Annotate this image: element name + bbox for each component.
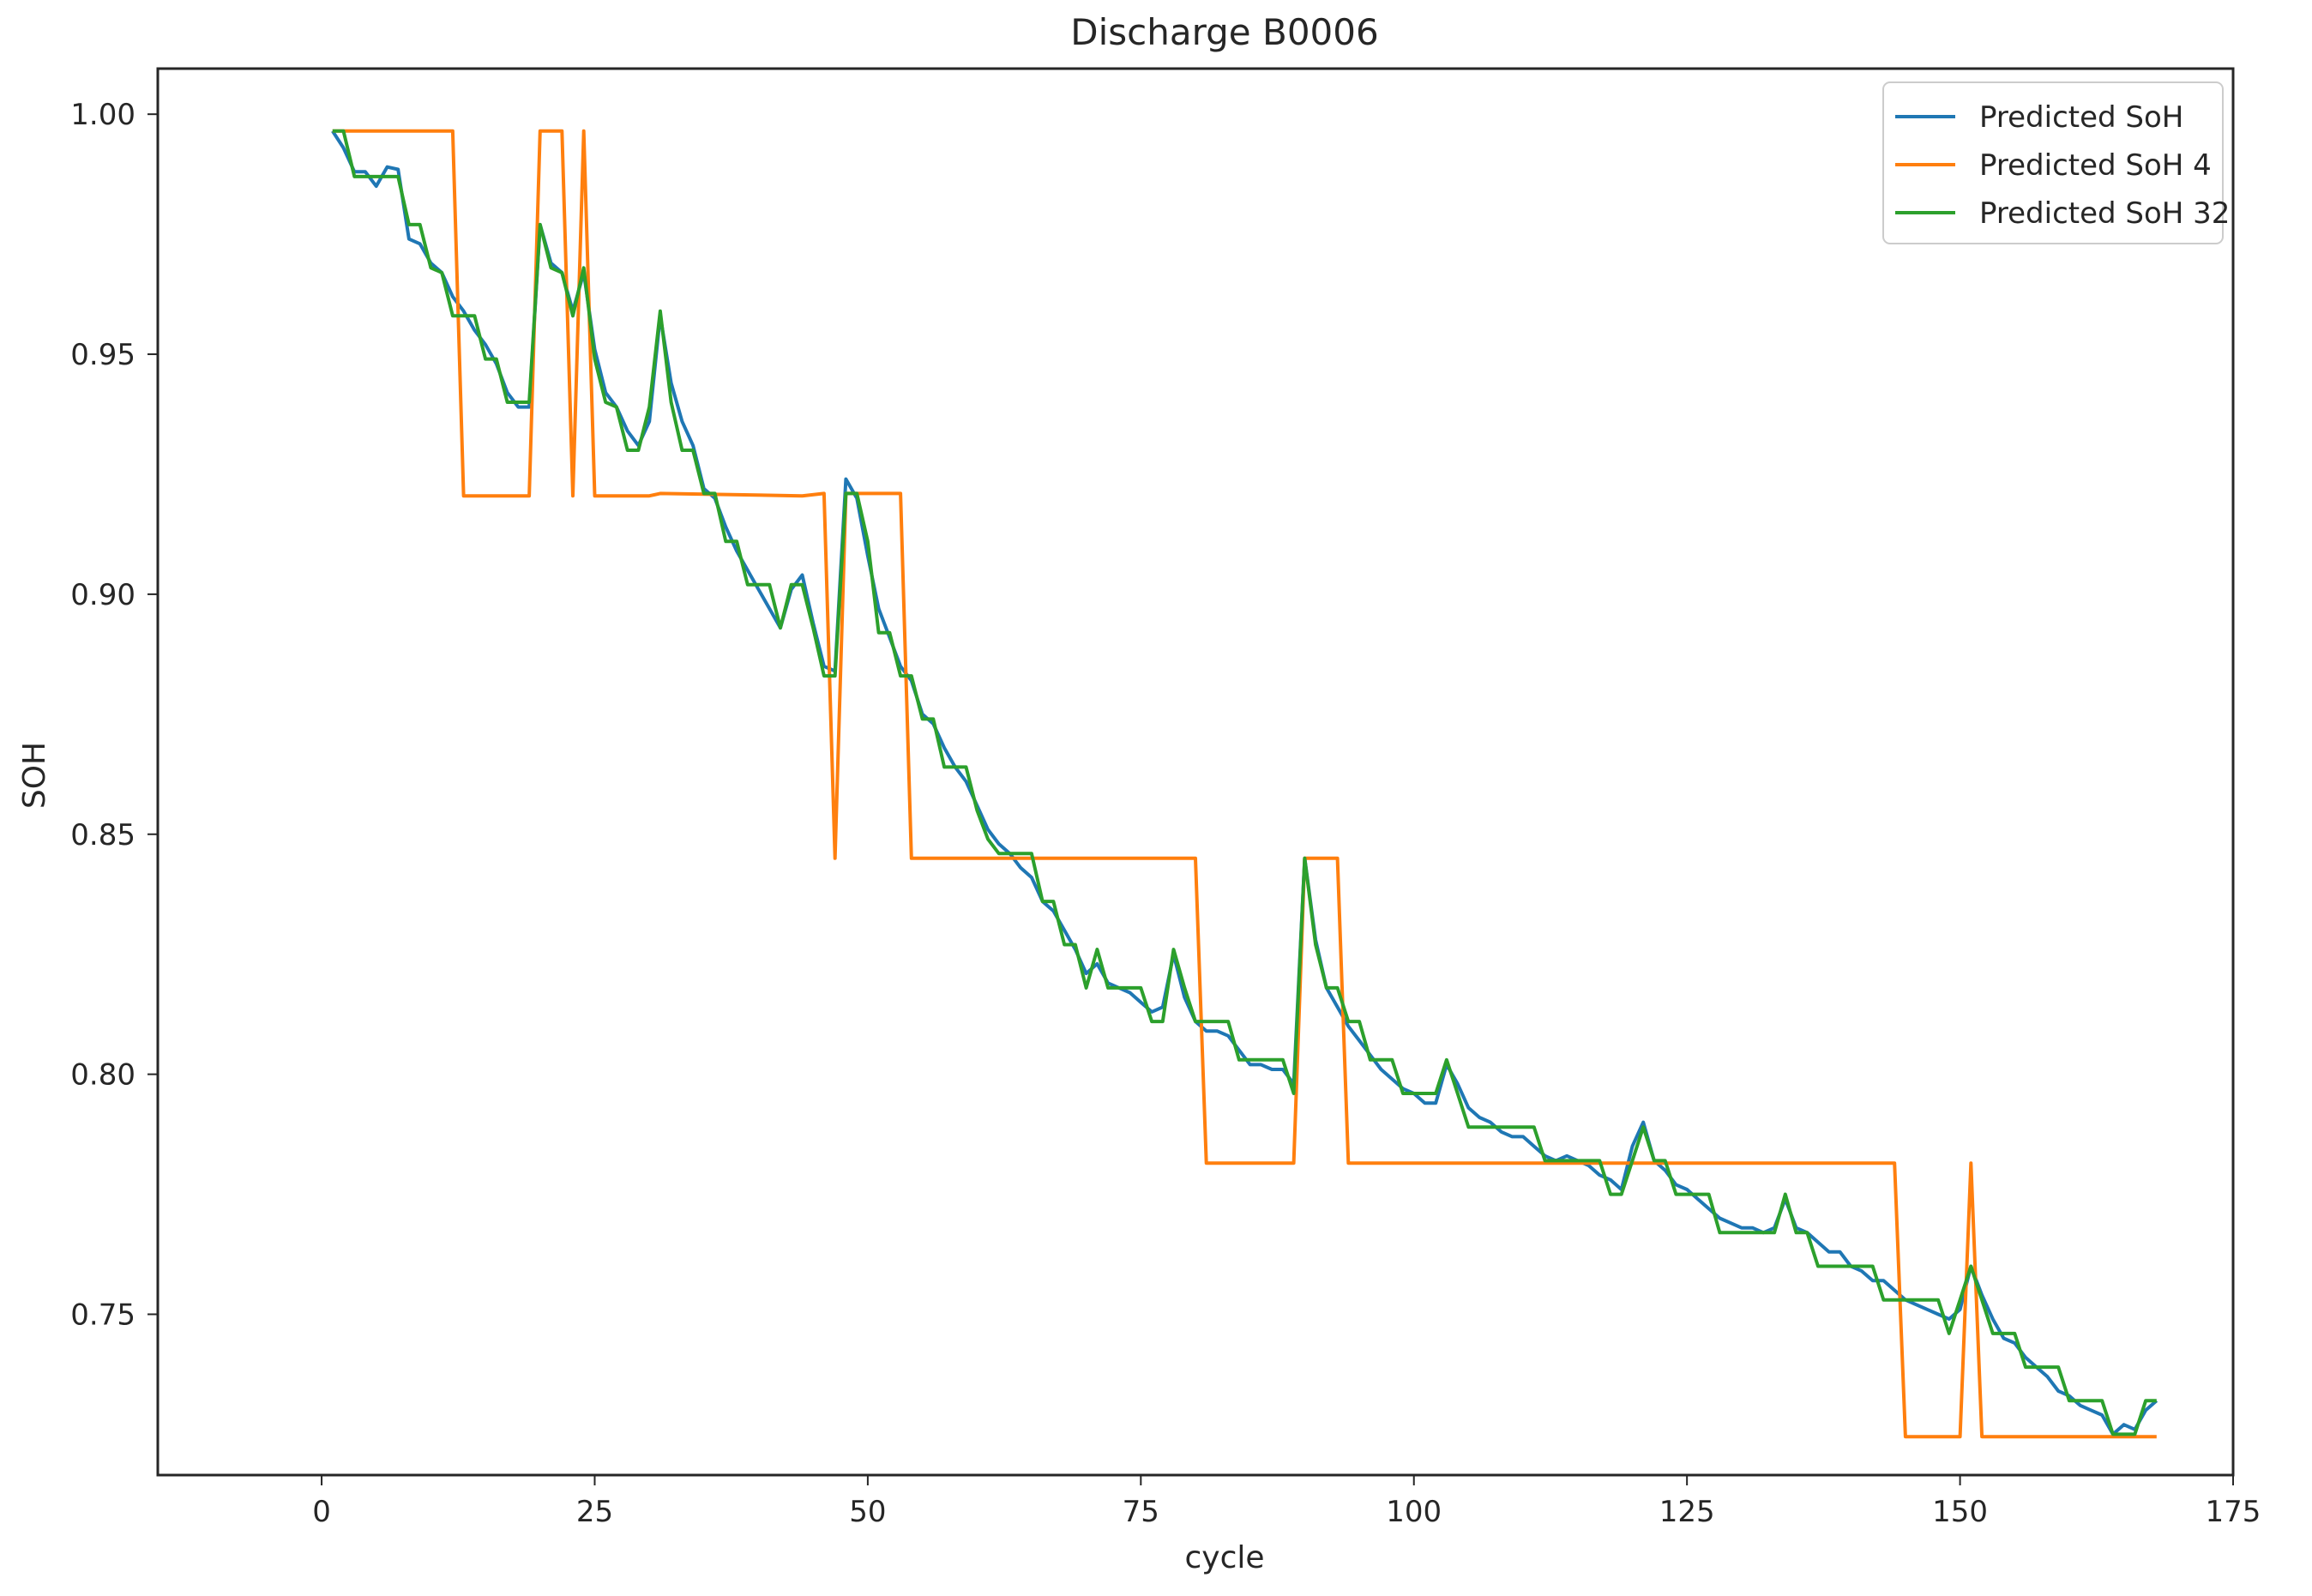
- x-tick-label: 125: [1659, 1495, 1715, 1529]
- y-axis: 0.75 0.80 0.85 0.90 0.95 1.00: [70, 98, 158, 1332]
- x-tick-label: 25: [576, 1495, 613, 1529]
- legend: Predicted SoH Predicted SoH 4 Predicted So…: [1882, 81, 2230, 244]
- x-tick-label: 150: [1932, 1495, 1988, 1529]
- series-layer: [331, 129, 2158, 1439]
- series-line-2: [332, 129, 2157, 1439]
- y-tick-label: 0.80: [70, 1058, 135, 1093]
- x-tick-label: 175: [2206, 1495, 2261, 1529]
- x-tick-label: 50: [849, 1495, 886, 1529]
- legend-label-1: Predicted SoH: [1979, 100, 2183, 135]
- y-tick-label: 0.75: [70, 1298, 135, 1332]
- chart-title: Discharge B0006: [1070, 11, 1378, 53]
- legend-label-2: Predicted SoH 4: [1979, 148, 2212, 183]
- series-line-3: [332, 129, 2157, 1436]
- x-axis-label: cycle: [1184, 1540, 1264, 1575]
- legend-box: [1882, 81, 2224, 244]
- y-tick-label: 0.95: [70, 338, 135, 372]
- x-tick-label: 75: [1123, 1495, 1159, 1529]
- x-axis: 0 25 50 75 100 125 150 175: [312, 1475, 2261, 1529]
- x-tick-label: 100: [1386, 1495, 1442, 1529]
- y-tick-label: 1.00: [70, 98, 135, 132]
- y-tick-label: 0.90: [70, 578, 135, 612]
- y-axis-label: SOH: [17, 742, 52, 809]
- y-tick-label: 0.85: [70, 818, 135, 852]
- legend-label-3: Predicted SoH 32: [1979, 196, 2230, 231]
- x-tick-label: 0: [312, 1495, 331, 1529]
- plot-frame: [156, 67, 2235, 1477]
